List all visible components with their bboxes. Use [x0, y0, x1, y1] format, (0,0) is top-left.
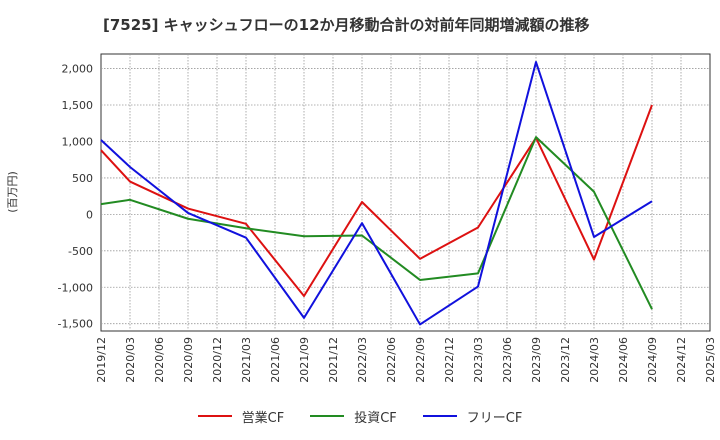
legend: 営業CF 投資CF フリーCF	[0, 404, 720, 428]
x-tick-label: 2025/03	[704, 337, 717, 383]
x-tick-label: 2024/03	[588, 337, 601, 383]
x-axis-ticks: 2019/12 2020/03 2020/06 2020/09 2020/12 2021/…	[95, 337, 717, 383]
x-tick-label: 2021/06	[269, 337, 282, 383]
legend-label: フリーCF	[466, 410, 523, 426]
y-axis-ticks: -1,500 -1,000 -500 0 500 1,000 1,500 2,000	[58, 63, 93, 331]
x-tick-label: 2022/09	[414, 337, 427, 383]
y-tick-label: 2,000	[62, 63, 94, 76]
x-tick-label: 2024/09	[646, 337, 659, 383]
legend-item: フリーCF	[422, 407, 523, 426]
series-lines	[100, 61, 653, 326]
y-tick-label: -500	[68, 245, 93, 258]
y-tick-label: 1,500	[62, 99, 94, 112]
x-tick-label: 2021/12	[327, 337, 340, 383]
x-tick-label: 2024/06	[617, 337, 630, 383]
y-tick-label: 0	[86, 208, 93, 221]
legend-label: 投資CF	[354, 410, 397, 426]
series-line	[100, 61, 653, 326]
x-tick-label: 2020/06	[153, 337, 166, 383]
y-tick-label: 1,000	[62, 135, 94, 148]
series-line	[100, 104, 653, 298]
chart-title: [7525] キャッシュフローの12か月移動合計の対前年同期増減額の推移	[103, 16, 590, 34]
legend-item: 営業CF	[197, 407, 285, 426]
x-tick-label: 2022/03	[356, 337, 369, 383]
y-tick-label: -1,000	[58, 281, 93, 294]
x-tick-label: 2024/12	[675, 337, 688, 383]
x-tick-label: 2023/06	[501, 337, 514, 383]
legend-label: 営業CF	[241, 410, 285, 426]
legend-swatch	[422, 415, 457, 417]
x-tick-label: 2019/12	[95, 337, 108, 383]
x-tick-label: 2021/03	[240, 337, 253, 383]
plot-area	[100, 53, 711, 332]
x-tick-label: 2022/12	[443, 337, 456, 383]
x-tick-label: 2021/09	[298, 337, 311, 383]
series-line	[100, 136, 653, 310]
legend-swatch	[197, 415, 232, 417]
x-tick-label: 2022/06	[385, 337, 398, 383]
x-tick-label: 2020/09	[182, 337, 195, 383]
legend-item: 投資CF	[310, 407, 397, 426]
y-axis-label: (百万円)	[6, 171, 19, 213]
x-tick-label: 2020/03	[124, 337, 137, 383]
x-tick-label: 2020/12	[211, 337, 224, 383]
grid-lines	[101, 54, 710, 331]
y-tick-label: 500	[72, 172, 93, 185]
y-tick-label: -1,500	[58, 318, 93, 331]
x-tick-label: 2023/12	[559, 337, 572, 383]
legend-swatch	[310, 415, 345, 417]
x-tick-label: 2023/03	[472, 337, 485, 383]
x-tick-label: 2023/09	[530, 337, 543, 383]
